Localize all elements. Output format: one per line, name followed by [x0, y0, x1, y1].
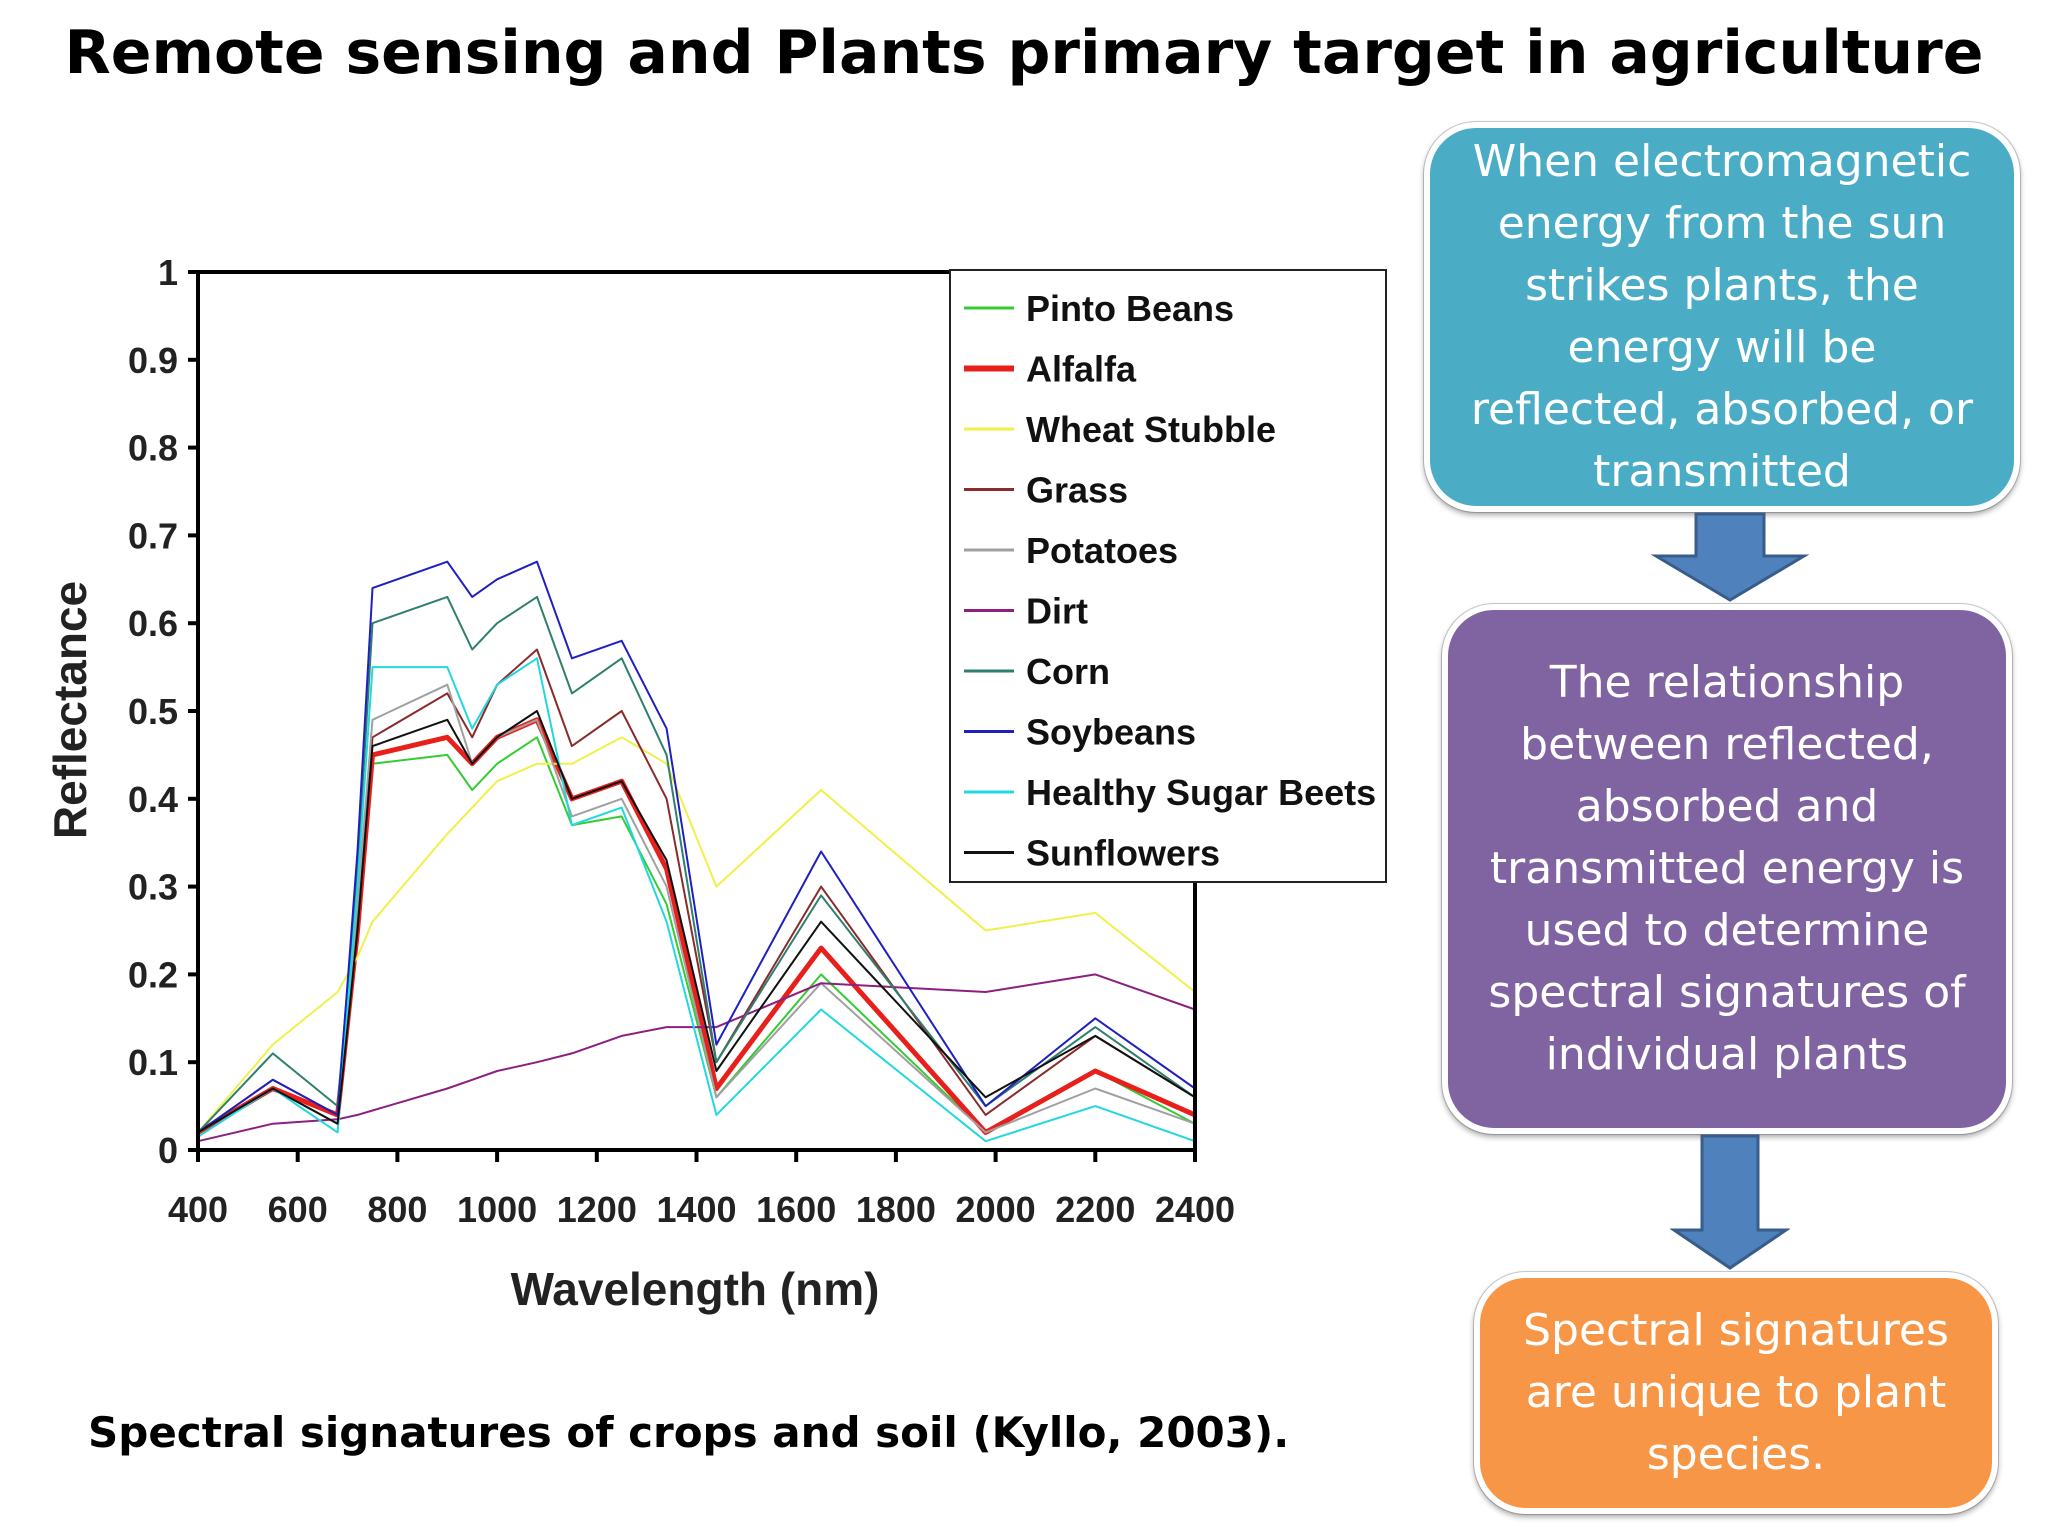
series-line-dirt — [197, 973, 1196, 1143]
legend-entry: Sunflowers — [1026, 833, 1220, 874]
x-tick-label: 2400 — [1155, 1189, 1235, 1230]
legend-entry: Alfalfa — [1026, 349, 1137, 390]
flow-box-reflection: When electromagnetic energy from the sun… — [1424, 122, 2020, 512]
flow-box-unique: Spectral signatures are unique to plant … — [1474, 1272, 1998, 1514]
series-line-healthy-sugar-beets — [197, 657, 1196, 1143]
y-tick-label: 0.3 — [128, 867, 178, 908]
flow-box-unique-text: Spectral signatures are unique to plant … — [1523, 1305, 1949, 1480]
flow-box-relationship-text: The relationship between reflected, abso… — [1488, 657, 1966, 1080]
x-tick-label: 600 — [268, 1189, 328, 1230]
x-tick-label: 1400 — [656, 1189, 736, 1230]
y-tick-label: 1 — [158, 252, 178, 293]
series-line-soybeans — [197, 560, 1196, 1134]
y-tick-label: 0.1 — [128, 1042, 178, 1083]
legend-entry: Healthy Sugar Beets — [1026, 772, 1376, 813]
y-tick-label: 0.2 — [128, 954, 178, 995]
x-tick-label: 1800 — [856, 1189, 936, 1230]
x-axis-label: Wavelength (nm) — [511, 1263, 880, 1315]
legend-entry: Pinto Beans — [1026, 288, 1234, 329]
x-tick-label: 2200 — [1055, 1189, 1135, 1230]
x-tick-label: 1200 — [557, 1189, 637, 1230]
x-tick-label: 1000 — [457, 1189, 537, 1230]
legend-entry: Soybeans — [1026, 712, 1196, 753]
x-tick-label: 400 — [168, 1189, 228, 1230]
x-tick-label: 1600 — [756, 1189, 836, 1230]
arrow-down-icon — [1670, 1134, 1790, 1270]
x-tick-label: 800 — [367, 1189, 427, 1230]
legend-entry: Wheat Stubble — [1026, 409, 1276, 450]
chart-legend — [949, 269, 1387, 883]
y-axis-label: Reflectance — [44, 581, 96, 839]
flow-box-reflection-text: When electromagnetic energy from the sun… — [1470, 136, 1974, 497]
legend-entry: Potatoes — [1026, 530, 1178, 571]
y-tick-label: 0.7 — [128, 515, 178, 556]
y-tick-label: 0.4 — [128, 779, 178, 820]
y-tick-label: 0.5 — [128, 691, 178, 732]
legend-entry: Corn — [1026, 651, 1110, 692]
y-tick-label: 0 — [158, 1130, 178, 1171]
x-tick-label: 2000 — [956, 1189, 1036, 1230]
y-tick-label: 0.8 — [128, 428, 178, 469]
slide-title: Remote sensing and Plants primary target… — [64, 18, 1984, 88]
figure-caption: Spectral signatures of crops and soil (K… — [88, 1408, 1290, 1457]
arrow-down-icon — [1650, 512, 1810, 602]
series-line-sunflowers — [197, 710, 1196, 1134]
y-tick-label: 0.9 — [128, 340, 178, 381]
flow-box-relationship: The relationship between reflected, abso… — [1442, 604, 2012, 1134]
legend-entry: Grass — [1026, 470, 1128, 511]
legend-entry: Dirt — [1026, 591, 1088, 632]
y-tick-label: 0.6 — [128, 603, 178, 644]
